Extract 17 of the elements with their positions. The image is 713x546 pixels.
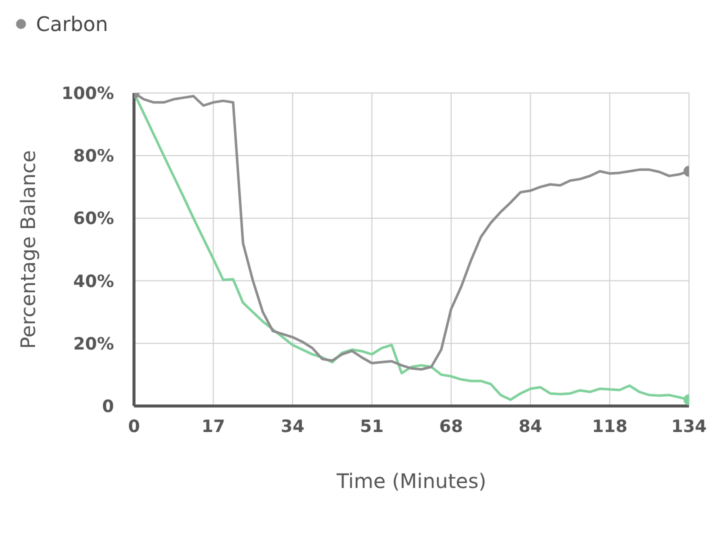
y-axis-title: Percentage Balance: [16, 150, 40, 349]
x-tick-label: 34: [280, 417, 305, 438]
y-tick-label: 100%: [61, 84, 114, 104]
x-tick-label: 84: [518, 417, 542, 438]
legend-label: Carbon: [36, 12, 108, 36]
x-tick-label: 118: [592, 417, 628, 438]
y-tick-label: 20%: [73, 334, 114, 354]
x-tick-label: 51: [360, 417, 384, 438]
x-tick-label: 17: [201, 417, 226, 438]
x-tick-label: 68: [439, 417, 463, 438]
y-tick-label: 0: [102, 397, 114, 418]
x-tick-label: 134: [671, 417, 707, 438]
x-axis-title: Time (Minutes): [336, 469, 486, 493]
y-tick-label: 60%: [73, 209, 114, 230]
x-tick-label: 0: [128, 417, 140, 438]
y-tick-label: 80%: [73, 146, 114, 167]
y-tick-label: 40%: [73, 272, 114, 292]
